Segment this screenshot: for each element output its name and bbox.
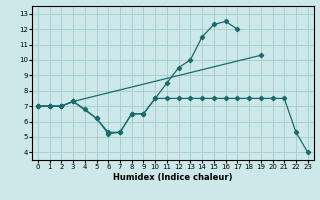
X-axis label: Humidex (Indice chaleur): Humidex (Indice chaleur)	[113, 173, 233, 182]
